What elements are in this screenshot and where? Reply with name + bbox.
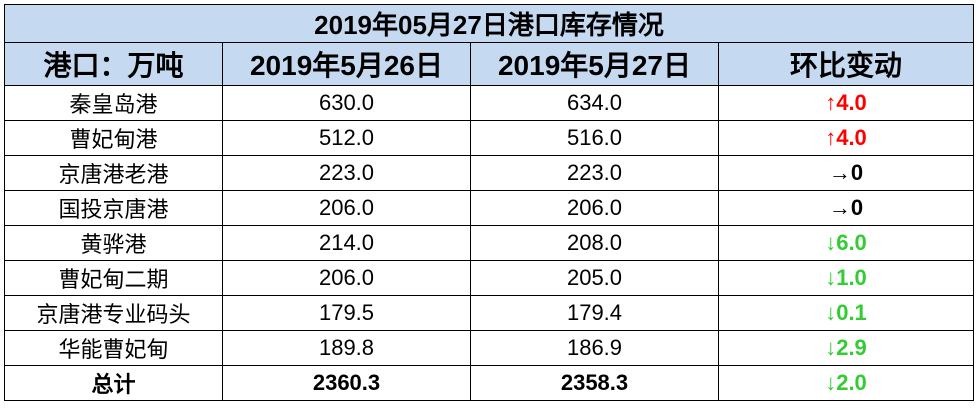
data-row: 国投京唐港 206.0 206.0 →0 <box>4 190 974 226</box>
prev-cell: 630.0 <box>222 85 471 121</box>
port-cell: 国投京唐港 <box>4 190 223 226</box>
change-cell: ↓1.0 <box>718 260 974 296</box>
port-cell: 秦皇岛港 <box>4 85 223 121</box>
change-cell: ↓2.0 <box>718 365 974 401</box>
port-cell: 华能曹妃甸 <box>4 330 223 366</box>
curr-cell: 179.4 <box>470 295 719 331</box>
table-body: 2019年05月27日港口库存情况 港口：万吨 2019年5月26日 2019年5月… <box>4 4 974 401</box>
curr-cell: 206.0 <box>470 190 719 226</box>
prev-cell: 206.0 <box>222 190 471 226</box>
data-row: 华能曹妃甸 189.8 186.9 ↓2.9 <box>4 330 974 366</box>
curr-cell: 634.0 <box>470 85 719 121</box>
table-title: 2019年05月27日港口库存情况 <box>4 4 974 43</box>
port-cell: 曹妃甸二期 <box>4 260 223 296</box>
change-cell: ↓2.9 <box>718 330 974 366</box>
prev-cell: 512.0 <box>222 120 471 156</box>
change-cell: ↓0.1 <box>718 295 974 331</box>
data-row: 总计 2360.3 2358.3 ↓2.0 <box>4 365 974 401</box>
prev-cell: 189.8 <box>222 330 471 366</box>
data-row: 秦皇岛港 630.0 634.0 ↑4.0 <box>4 85 974 121</box>
change-cell: ↑4.0 <box>718 120 974 156</box>
data-row: 京唐港老港 223.0 223.0 →0 <box>4 155 974 191</box>
change-cell: ↑4.0 <box>718 85 974 121</box>
header-cell: 港口：万吨 <box>4 42 223 86</box>
change-cell: ↓6.0 <box>718 225 974 261</box>
data-row: 黄骅港 214.0 208.0 ↓6.0 <box>4 225 974 261</box>
data-row: 曹妃甸二期 206.0 205.0 ↓1.0 <box>4 260 974 296</box>
header-cell: 环比变动 <box>718 42 974 86</box>
prev-cell: 179.5 <box>222 295 471 331</box>
prev-cell: 223.0 <box>222 155 471 191</box>
change-cell: →0 <box>718 190 974 226</box>
data-row: 京唐港专业码头 179.5 179.4 ↓0.1 <box>4 295 974 331</box>
title-row: 2019年05月27日港口库存情况 <box>4 4 974 43</box>
curr-cell: 205.0 <box>470 260 719 296</box>
port-cell: 京唐港专业码头 <box>4 295 223 331</box>
data-row: 曹妃甸港 512.0 516.0 ↑4.0 <box>4 120 974 156</box>
port-cell: 总计 <box>4 365 223 401</box>
prev-cell: 206.0 <box>222 260 471 296</box>
header-row: 港口：万吨 2019年5月26日 2019年5月27日 环比变动 <box>4 42 974 86</box>
port-cell: 黄骅港 <box>4 225 223 261</box>
prev-cell: 214.0 <box>222 225 471 261</box>
curr-cell: 516.0 <box>470 120 719 156</box>
header-cell: 2019年5月26日 <box>222 42 471 86</box>
inventory-table: 2019年05月27日港口库存情况 港口：万吨 2019年5月26日 2019年5月… <box>4 4 974 401</box>
header-cell: 2019年5月27日 <box>470 42 719 86</box>
curr-cell: 2358.3 <box>470 365 719 401</box>
change-cell: →0 <box>718 155 974 191</box>
curr-cell: 223.0 <box>470 155 719 191</box>
prev-cell: 2360.3 <box>222 365 471 401</box>
port-cell: 京唐港老港 <box>4 155 223 191</box>
port-cell: 曹妃甸港 <box>4 120 223 156</box>
curr-cell: 208.0 <box>470 225 719 261</box>
curr-cell: 186.9 <box>470 330 719 366</box>
